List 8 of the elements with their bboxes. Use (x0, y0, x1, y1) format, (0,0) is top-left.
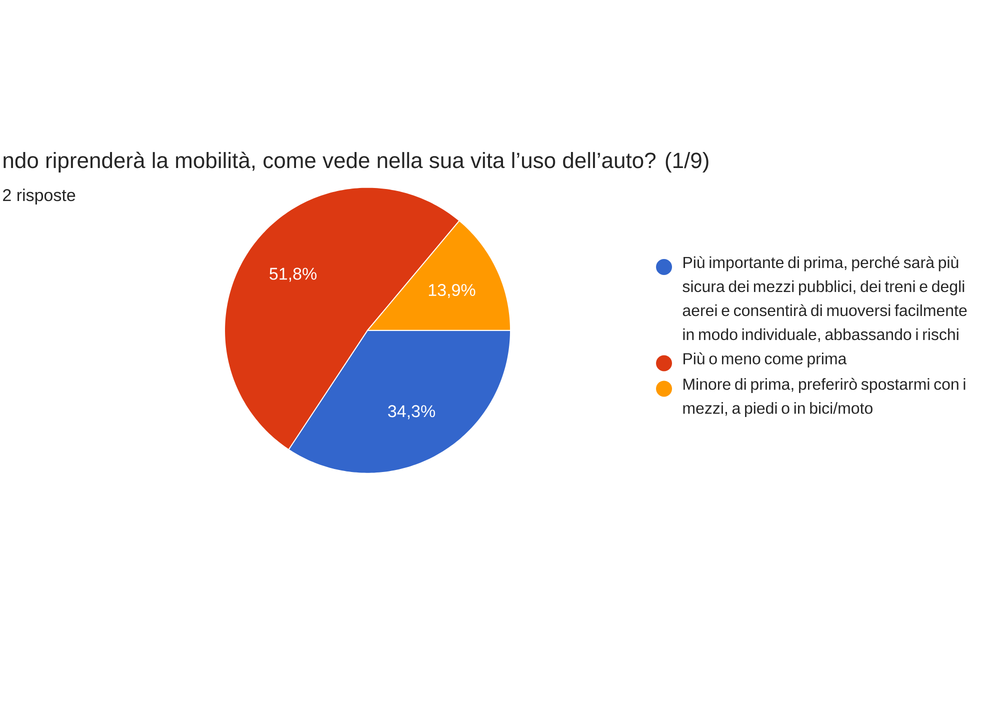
legend-label: Più o meno come prima (684, 352, 847, 368)
chart-title: ndo riprenderà la mobilità, come vede nella sua vita l’uso dell’auto? (1/9) (4, 152, 708, 173)
data-label: 51,8% (270, 268, 316, 282)
text: 2 risposte (3, 188, 76, 205)
data-label: 13,9% (428, 284, 476, 298)
legend-label: Minore di prima, preferirò spostarmi con i mezzi, a piedi o in bici/moto (683, 378, 966, 418)
legend-label: Più importante di prima, perché sarà più sicura dei mezzi pubblici, dei treni e degli aerei e consentirà di muoversi facilmente in modo individuale, abbassando i rischi (682, 256, 967, 342)
data-label: 34,3% (388, 405, 436, 420)
